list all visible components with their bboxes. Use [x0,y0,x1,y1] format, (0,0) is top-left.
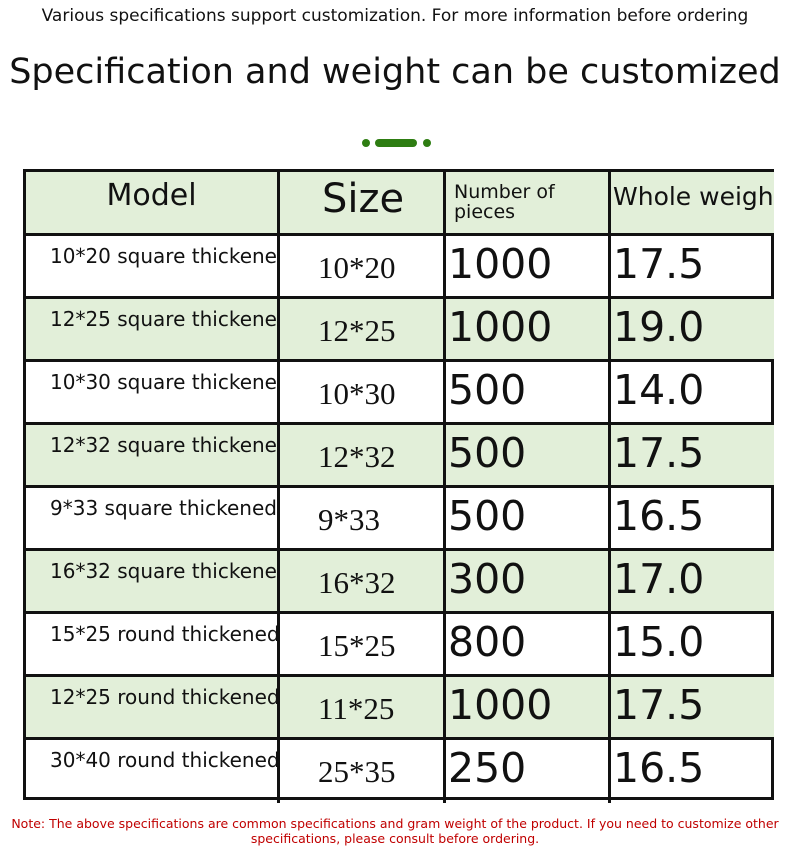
model: 30*40 round thickened [26,740,280,803]
pieces: 500 [446,425,611,488]
weight: 17.0 [611,551,774,614]
column-header: Model [26,172,280,236]
size: 12*32 [280,425,446,488]
model: 15*25 round thickened [26,614,280,677]
column-header: Size [280,172,446,236]
weight: 17.5 [611,236,774,299]
subtitle: Various specifications support customiza… [41,6,749,26]
note: Note: The above specifications are commo… [11,816,779,846]
size: 15*25 [280,614,446,677]
weight: 17.5 [611,425,774,488]
model: 16*32 square thickened [26,551,280,614]
model: 10*30 square thickened [26,362,280,425]
weight: 14.0 [611,362,774,425]
weight: 19.0 [611,299,774,362]
pieces: 1000 [446,236,611,299]
pieces: 800 [446,614,611,677]
table: Model Size Number of pieces Whole weight 10*… [23,169,774,803]
pieces: 1000 [446,677,611,740]
pieces: 1000 [446,299,611,362]
weight: 16.5 [613,744,705,792]
pieces: 250 [446,740,611,803]
weight: 16.5 [611,488,774,551]
title: Specification and weight can be customiz… [9,52,781,92]
model: 12*32 square thickened [26,425,280,488]
model: 10*20 square thickened [26,236,280,299]
size: 12*25 [280,299,446,362]
model: 9*33 square thickened [26,488,280,551]
weight: 17.5 [611,677,774,740]
column-header: Whole weight [611,172,774,236]
size: 10*30 [280,362,446,425]
model: 12*25 square thickened [26,299,280,362]
size: 25*35 [280,740,446,803]
column-header: Number of pieces [446,172,611,236]
size: 16*32 [280,551,446,614]
size: 10*20 [280,236,446,299]
pieces: 500 [446,488,611,551]
decoration [362,139,431,147]
pieces: 500 [446,362,611,425]
size: 9*33 [280,488,446,551]
model: 12*25 round thickened [26,677,280,740]
pieces: 300 [446,551,611,614]
weight: 15.0 [611,614,774,677]
size: 11*25 [280,677,446,740]
